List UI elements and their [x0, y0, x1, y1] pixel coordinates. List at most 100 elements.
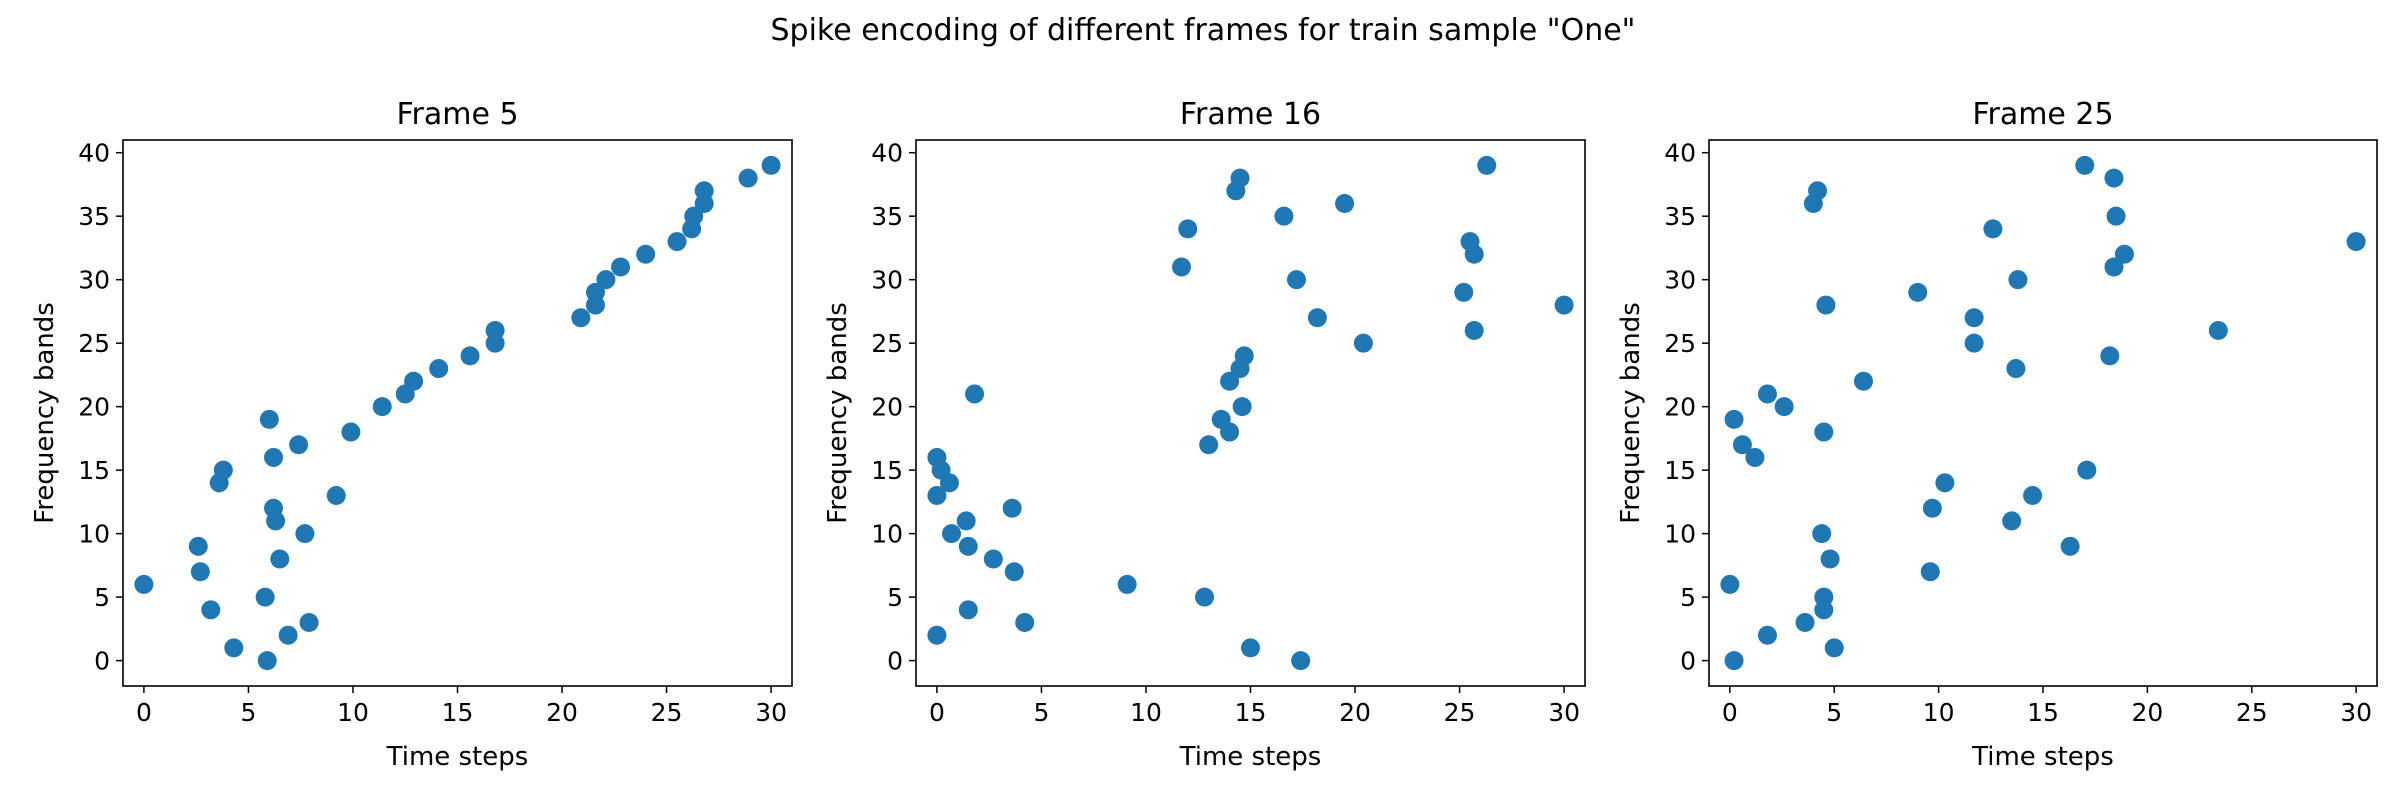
x-tick-label: 5 — [240, 698, 256, 727]
x-axis-label: Time steps — [386, 742, 529, 772]
data-point — [1015, 613, 1035, 633]
data-point — [1724, 409, 1744, 429]
data-point — [1234, 346, 1254, 366]
x-tick-label: 15 — [1235, 698, 1267, 727]
data-point — [1454, 282, 1474, 302]
data-point — [259, 409, 279, 429]
data-point — [1853, 371, 1873, 391]
data-point — [201, 600, 221, 620]
x-tick-label: 0 — [929, 698, 945, 727]
data-point — [257, 651, 277, 671]
y-tick-label: 40 — [871, 139, 903, 168]
data-point — [1464, 320, 1484, 340]
data-point — [188, 536, 208, 556]
data-point — [927, 486, 947, 506]
subplot-title: Frame 25 — [1972, 97, 2113, 132]
subplot-title: Frame 5 — [396, 97, 518, 132]
data-point — [372, 397, 392, 417]
data-point — [636, 244, 656, 264]
data-point — [1757, 384, 1777, 404]
data-point — [1232, 397, 1252, 417]
data-point — [289, 435, 309, 455]
data-point — [1353, 333, 1373, 353]
data-point — [1922, 498, 1942, 518]
x-tick-label: 20 — [2131, 698, 2163, 727]
data-point — [326, 486, 346, 506]
data-point — [224, 638, 244, 658]
data-point — [761, 155, 781, 175]
data-point — [1908, 282, 1928, 302]
data-point — [1335, 193, 1355, 213]
y-tick-label: 20 — [1664, 393, 1696, 422]
data-point — [1774, 397, 1794, 417]
y-tick-label: 10 — [78, 520, 110, 549]
data-point — [965, 384, 985, 404]
data-point — [1795, 613, 1815, 633]
data-point — [1814, 600, 1834, 620]
y-tick-label: 35 — [78, 202, 110, 231]
subplot-frame-2: 0 5 10 15 20 25 30 0 5 10 15 20 25 30 35 40 Frame 25 Time… — [1616, 97, 2378, 772]
data-point — [1002, 498, 1022, 518]
data-point — [684, 206, 704, 226]
data-point — [1195, 587, 1215, 607]
y-tick-label: 40 — [1664, 139, 1696, 168]
data-point — [1178, 219, 1198, 239]
data-point — [2060, 536, 2080, 556]
data-point — [1241, 638, 1260, 658]
data-point — [1117, 574, 1137, 594]
data-point — [429, 359, 449, 379]
data-point — [1964, 308, 1984, 328]
data-point — [278, 625, 298, 645]
data-point — [927, 625, 947, 645]
data-point — [264, 447, 284, 467]
data-point — [958, 600, 978, 620]
subplot-frame-0: 0 5 10 15 20 25 30 0 5 10 15 20 25 30 35 40 Frame 5 Time … — [30, 97, 793, 772]
data-point — [956, 511, 976, 531]
x-tick-label: 25 — [651, 698, 683, 727]
y-tick-label: 30 — [78, 266, 110, 295]
x-tick-label: 0 — [1722, 698, 1738, 727]
data-point — [1757, 625, 1777, 645]
y-tick-label: 25 — [78, 329, 110, 358]
data-point — [2208, 320, 2228, 340]
data-point — [255, 587, 275, 607]
data-point — [939, 473, 959, 493]
x-tick-label: 20 — [1339, 698, 1371, 727]
data-point — [1554, 295, 1574, 315]
data-point — [1274, 206, 1294, 226]
data-point — [1814, 422, 1834, 442]
data-point — [1307, 308, 1327, 328]
y-tick-label: 0 — [94, 647, 110, 676]
data-point — [1808, 181, 1828, 201]
y-tick-label: 20 — [78, 393, 110, 422]
data-point — [1824, 638, 1844, 658]
data-point — [2346, 232, 2366, 252]
data-point — [1732, 435, 1752, 455]
data-point — [460, 346, 480, 366]
data-point — [485, 320, 505, 340]
data-point — [1964, 333, 1984, 353]
data-point — [299, 613, 319, 633]
data-point — [611, 257, 631, 277]
y-tick-label: 5 — [94, 583, 110, 612]
data-point — [2008, 270, 2028, 290]
x-tick-label: 10 — [337, 698, 369, 727]
x-tick-label: 30 — [2340, 698, 2372, 727]
y-tick-label: 0 — [887, 647, 903, 676]
data-point — [1724, 651, 1744, 671]
y-tick-label: 30 — [1664, 266, 1696, 295]
data-point — [270, 549, 290, 569]
data-point — [1220, 422, 1240, 442]
data-point — [1720, 574, 1740, 594]
y-tick-label: 20 — [871, 393, 903, 422]
data-point — [1812, 524, 1832, 544]
data-point — [667, 232, 687, 252]
subplot-title: Frame 16 — [1180, 97, 1321, 132]
y-tick-label: 0 — [1680, 647, 1696, 676]
y-tick-label: 5 — [1680, 583, 1696, 612]
data-point — [2075, 155, 2095, 175]
data-point — [1477, 155, 1497, 175]
y-tick-label: 35 — [871, 202, 903, 231]
y-axis-label: Frequency bands — [30, 302, 60, 524]
